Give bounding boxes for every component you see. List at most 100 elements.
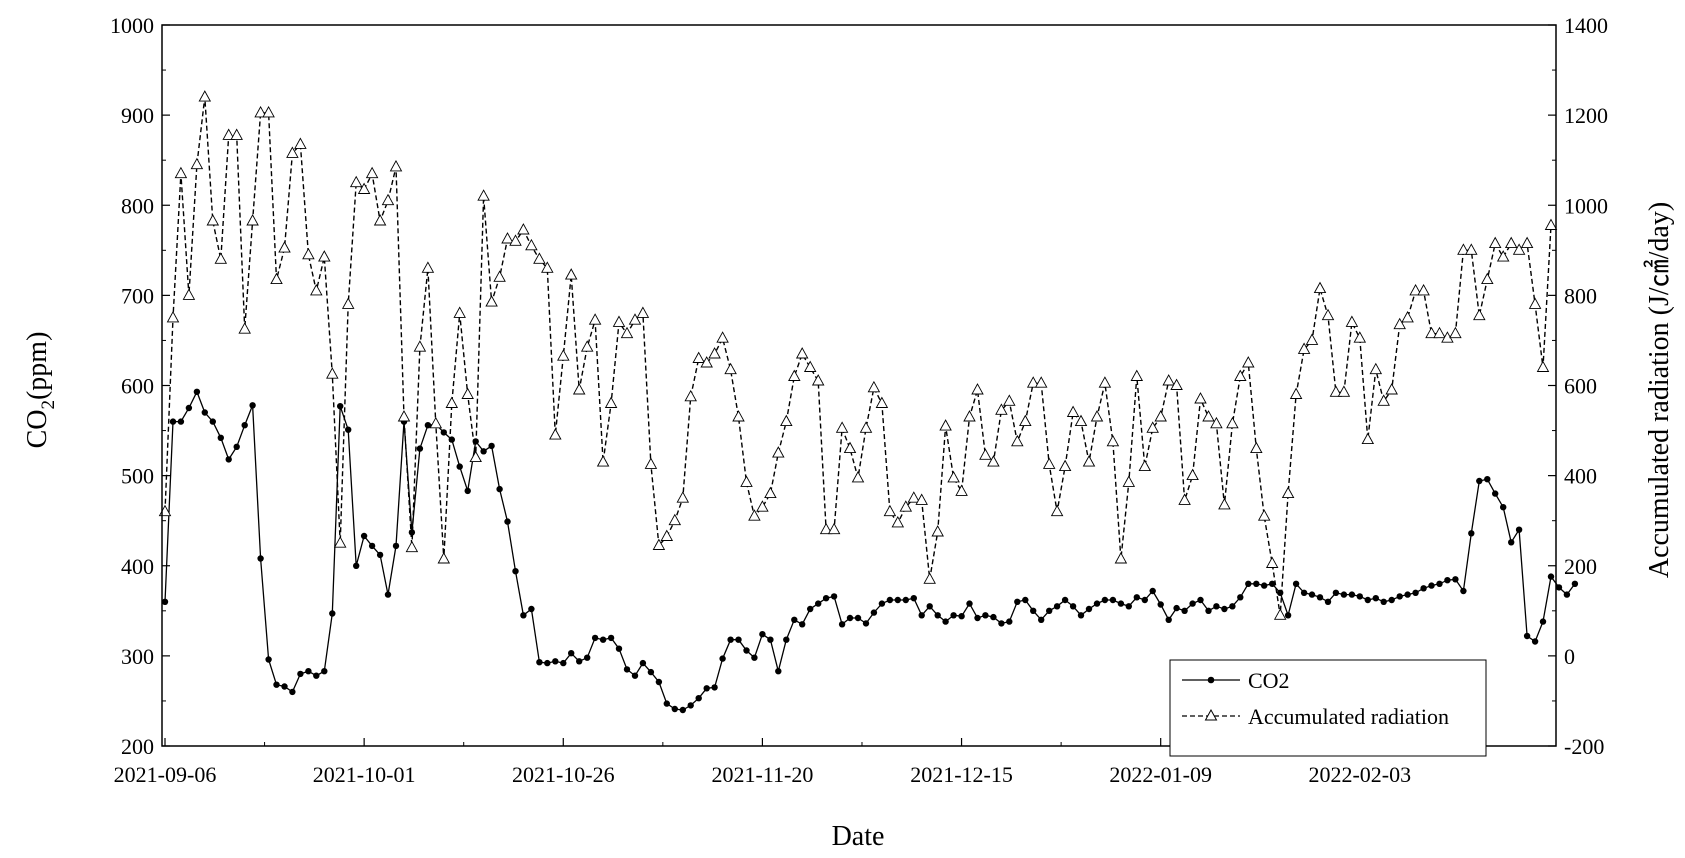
- radiation-point: [1481, 272, 1494, 285]
- radiation-point: [1034, 376, 1048, 388]
- co2-point: [1046, 607, 1053, 614]
- legend-radiation-label: Accumulated radiation: [1248, 704, 1449, 729]
- radiation-point: [1042, 457, 1056, 469]
- co2-point: [878, 600, 886, 607]
- co2-point: [1213, 603, 1220, 610]
- co2-point: [1372, 595, 1380, 602]
- co2-point: [1125, 603, 1133, 610]
- radiation-point: [620, 326, 634, 339]
- radiation-point: [1106, 434, 1120, 447]
- co2-point: [496, 485, 503, 493]
- radiation-point: [811, 374, 825, 386]
- y-tick-label: 1000: [110, 13, 154, 38]
- axes: 200 300 400 500 600 700 800 900 1000 -200 0 200 400 6…: [110, 13, 1608, 787]
- co2-point: [1269, 580, 1276, 587]
- radiation-point: [891, 515, 905, 528]
- radiation-point: [182, 288, 196, 300]
- radiation-point: [636, 306, 650, 318]
- radiation-point: [883, 504, 897, 517]
- radiation-point: [1146, 421, 1159, 433]
- y2-tick-label: 0: [1564, 644, 1575, 669]
- radiation-point: [764, 486, 777, 499]
- co2-point: [1468, 530, 1475, 537]
- co2-point: [193, 388, 201, 395]
- co2-point: [894, 596, 901, 604]
- radiation-point: [795, 347, 809, 359]
- co2-point: [1508, 539, 1515, 546]
- x-tick-label: 2022-01-09: [1109, 762, 1212, 787]
- co2-point: [1324, 598, 1332, 605]
- y-tick-label: 200: [121, 734, 154, 759]
- radiation-point: [1385, 383, 1398, 395]
- y-tick-label: 800: [121, 193, 154, 218]
- co2-point: [512, 568, 519, 575]
- legend-co2-label: CO2: [1248, 668, 1290, 693]
- radiation-point: [1234, 369, 1247, 381]
- radiation-point: [724, 362, 737, 375]
- co2-point: [1348, 591, 1356, 598]
- co2-point: [998, 620, 1005, 627]
- y-tick-label: 700: [121, 283, 154, 308]
- co2-point: [719, 655, 726, 662]
- radiation-point: [1488, 236, 1502, 249]
- radiation-point: [931, 525, 944, 537]
- co2-point: [520, 612, 527, 619]
- legend-radiation-marker: [1204, 708, 1218, 721]
- co2-point: [1547, 573, 1555, 580]
- co2-point: [1555, 584, 1563, 591]
- series-co2: [161, 388, 1579, 714]
- radiation-point: [381, 193, 395, 206]
- co2-point: [185, 404, 193, 412]
- radiation-point: [1289, 387, 1303, 399]
- co2-point: [209, 418, 216, 425]
- co2-point: [862, 620, 870, 627]
- co2-point: [201, 409, 208, 416]
- radiation-point: [740, 475, 753, 487]
- co2-point: [392, 542, 400, 550]
- radiation-point: [1090, 410, 1104, 422]
- radiation-point: [1544, 218, 1558, 230]
- co2-point: [1069, 603, 1077, 610]
- co2-point: [727, 636, 734, 643]
- co2-point: [584, 654, 591, 661]
- radiation-point: [987, 455, 1000, 467]
- radiation-point: [1130, 369, 1144, 381]
- y2-tick-label: 600: [1564, 374, 1597, 399]
- co2-point: [552, 658, 559, 665]
- radiation-point: [509, 234, 522, 246]
- radiation-point: [572, 383, 586, 395]
- radiation-point: [1512, 243, 1526, 255]
- radiation-point: [772, 446, 785, 458]
- radiation-point: [1186, 468, 1199, 481]
- radiation-point: [1473, 308, 1486, 321]
- co2-point: [576, 658, 583, 665]
- co2-point: [846, 614, 854, 622]
- co2-point: [1356, 593, 1364, 600]
- co2-point: [623, 666, 631, 673]
- y-tick-label: 500: [121, 464, 154, 489]
- radiation-point: [1242, 356, 1255, 368]
- co2-point: [902, 596, 909, 604]
- co2-point: [599, 636, 607, 643]
- co2-point: [1404, 591, 1411, 598]
- radiation-point: [1178, 493, 1191, 505]
- co2-point: [1460, 587, 1467, 595]
- radiation-point: [517, 223, 530, 235]
- co2-point: [544, 659, 551, 667]
- radiation-point: [1273, 608, 1287, 620]
- co2-point: [1053, 603, 1061, 610]
- radiation-point: [302, 247, 315, 260]
- radiation-point: [1019, 414, 1032, 427]
- co2-point: [384, 591, 392, 598]
- radiation-point: [286, 146, 299, 158]
- co2-point: [368, 542, 376, 550]
- co2-point: [1022, 596, 1029, 604]
- radiation-point: [1138, 459, 1152, 472]
- radiation-point: [222, 128, 235, 140]
- radiation-point: [700, 356, 713, 368]
- radiation-point: [206, 214, 220, 226]
- radiation-point: [373, 214, 387, 226]
- radiation-point: [230, 128, 243, 140]
- y-tick-label: 400: [121, 554, 154, 579]
- radiation-point: [326, 367, 339, 379]
